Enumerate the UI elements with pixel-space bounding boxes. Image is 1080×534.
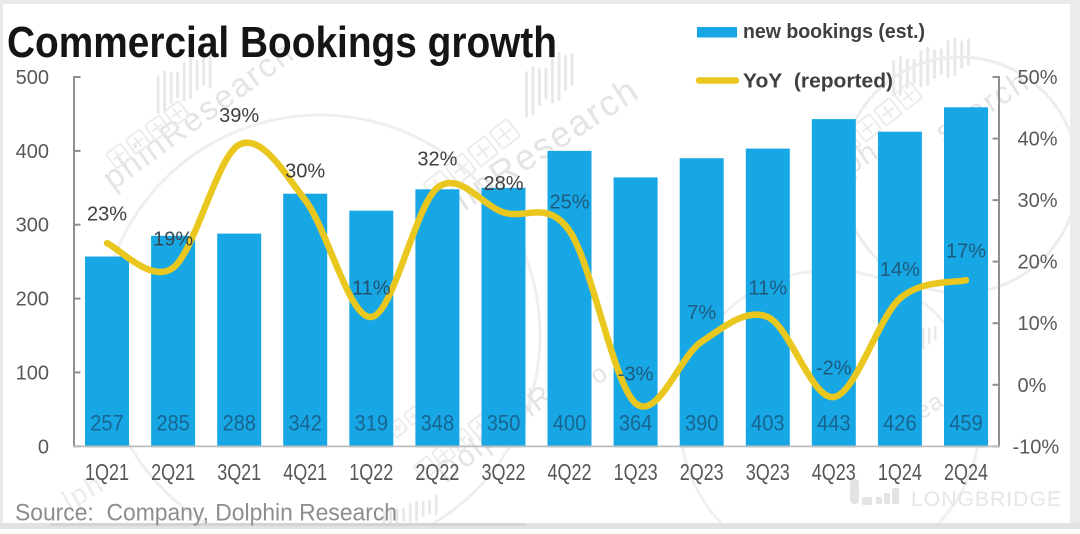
- svg-text:300: 300: [16, 215, 49, 237]
- svg-text:350: 350: [487, 411, 521, 436]
- svg-text:7%: 7%: [687, 302, 716, 324]
- svg-text:30%: 30%: [1018, 190, 1058, 212]
- svg-text:YoY (reported): YoY (reported): [743, 71, 893, 93]
- svg-text:257: 257: [90, 411, 124, 436]
- svg-text:40%: 40%: [1018, 129, 1058, 151]
- svg-text:288: 288: [222, 411, 256, 436]
- svg-text:200: 200: [16, 289, 49, 311]
- svg-text:2Q21: 2Q21: [151, 459, 195, 485]
- svg-text:4Q21: 4Q21: [283, 459, 327, 485]
- svg-text:28%: 28%: [483, 173, 523, 195]
- svg-text:Commercial Bookings growth: Commercial Bookings growth: [7, 18, 557, 67]
- svg-text:1Q23: 1Q23: [614, 459, 658, 485]
- svg-text:14%: 14%: [880, 259, 920, 281]
- svg-text:-2%: -2%: [816, 358, 852, 380]
- svg-text:30%: 30%: [285, 161, 325, 183]
- svg-text:39%: 39%: [219, 105, 259, 127]
- svg-text:443: 443: [817, 411, 851, 436]
- svg-text:25%: 25%: [549, 191, 589, 213]
- svg-text:-3%: -3%: [618, 364, 654, 386]
- svg-text:403: 403: [751, 411, 785, 436]
- svg-text:50%: 50%: [1018, 67, 1058, 89]
- svg-text:4Q22: 4Q22: [548, 459, 592, 485]
- svg-text:0: 0: [38, 436, 49, 458]
- svg-text:2Q22: 2Q22: [415, 459, 459, 485]
- svg-text:400: 400: [16, 141, 49, 163]
- svg-text:19%: 19%: [153, 228, 193, 250]
- svg-text:Source: Company, Dolphin Rese: Source: Company, Dolphin Research: [15, 500, 397, 527]
- svg-text:1Q22: 1Q22: [349, 459, 393, 485]
- svg-text:32%: 32%: [417, 148, 457, 170]
- svg-text:11%: 11%: [749, 278, 788, 300]
- svg-text:285: 285: [156, 411, 190, 436]
- svg-text:new bookings (est.): new bookings (est.): [743, 21, 925, 43]
- svg-text:17%: 17%: [946, 241, 986, 263]
- svg-text:1Q21: 1Q21: [85, 459, 129, 485]
- svg-text:-10%: -10%: [1013, 436, 1060, 458]
- svg-text:LONGBRIDGE: LONGBRIDGE: [911, 488, 1062, 511]
- svg-text:348: 348: [421, 411, 455, 436]
- svg-text:500: 500: [16, 67, 49, 89]
- svg-text:342: 342: [288, 411, 322, 436]
- svg-text:20%: 20%: [1018, 252, 1058, 274]
- svg-text:2Q23: 2Q23: [680, 459, 724, 485]
- svg-text:2Q24: 2Q24: [944, 459, 988, 485]
- svg-text:1Q24: 1Q24: [878, 459, 922, 485]
- svg-text:4Q23: 4Q23: [812, 459, 856, 485]
- svg-text:100: 100: [16, 362, 49, 384]
- svg-text:426: 426: [883, 411, 917, 436]
- svg-text:11%: 11%: [352, 278, 391, 300]
- svg-text:459: 459: [949, 411, 983, 436]
- svg-text:3Q21: 3Q21: [217, 459, 261, 485]
- svg-text:23%: 23%: [87, 204, 127, 226]
- svg-text:400: 400: [553, 411, 587, 436]
- svg-text:319: 319: [355, 411, 389, 436]
- svg-text:3Q22: 3Q22: [482, 459, 526, 485]
- svg-text:10%: 10%: [1018, 313, 1058, 335]
- svg-text:3Q23: 3Q23: [746, 459, 790, 485]
- svg-text:0%: 0%: [1018, 375, 1047, 397]
- svg-text:390: 390: [685, 411, 719, 436]
- svg-text:364: 364: [619, 411, 653, 436]
